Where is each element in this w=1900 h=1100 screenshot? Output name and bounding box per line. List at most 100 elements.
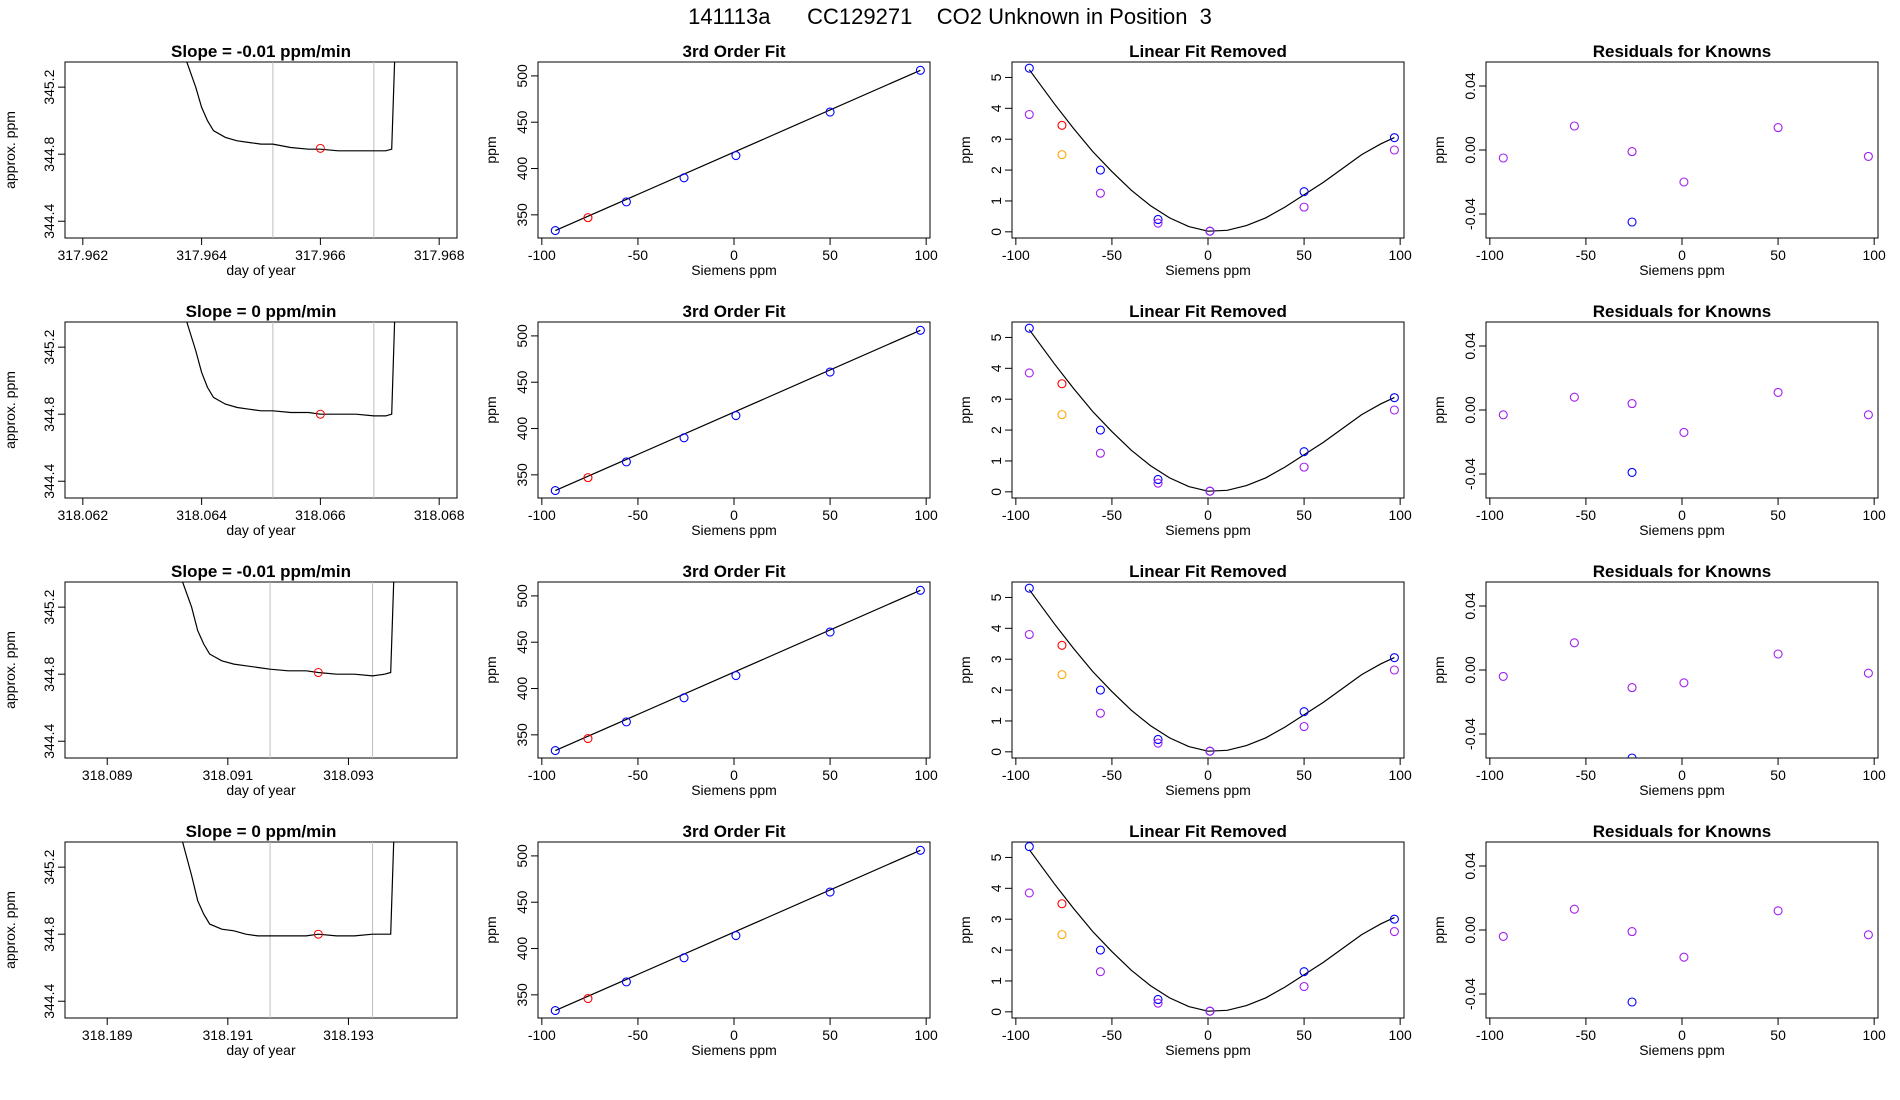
y-tick-label: 5 — [988, 333, 1004, 341]
y-tick-label: 0 — [988, 748, 1004, 756]
y-tick-label: 344.4 — [41, 464, 57, 499]
y-axis-label: ppm — [957, 136, 973, 163]
data-point-violet — [1095, 448, 1105, 458]
y-tick-label: 345.2 — [41, 849, 57, 884]
y-tick-label: 0.00 — [1462, 396, 1478, 423]
plot-area — [550, 325, 925, 496]
data-point-violet — [1498, 153, 1508, 163]
x-tick-label: 50 — [1296, 247, 1312, 263]
y-axis-label: ppm — [1431, 916, 1447, 943]
x-tick-label: -50 — [1102, 247, 1122, 263]
y-tick-label: 450 — [514, 890, 530, 914]
y-tick-label: -0.04 — [1462, 458, 1478, 490]
data-point-violet — [1773, 123, 1783, 133]
data-point-blue — [621, 197, 631, 207]
y-tick-label: 345.2 — [41, 589, 57, 624]
x-axis-label: Siemens ppm — [1165, 522, 1251, 538]
panel-title: Residuals for Knowns — [1593, 562, 1772, 581]
y-tick-label: 0 — [988, 488, 1004, 496]
y-tick-label: 3 — [988, 655, 1004, 663]
panel-residuals-row3: Residuals for Knowns -100 -50 0 50 100 -0.04 0.… — [1431, 562, 1886, 798]
data-point-blue — [1024, 842, 1034, 852]
x-tick-label: 100 — [914, 507, 938, 523]
y-axis-label: ppm — [483, 136, 499, 163]
panel-fit-row4: 3rd Order Fit -100 -50 0 50 100 350 400 450 500 Si… — [483, 822, 938, 1058]
x-tick-label: 0 — [730, 247, 738, 263]
data-point-blue — [1627, 997, 1637, 1007]
data-point-blue — [1095, 685, 1105, 695]
data-point-violet — [1863, 410, 1873, 420]
data-point-blue — [1153, 214, 1163, 225]
panel-title: 3rd Order Fit — [683, 562, 786, 581]
x-tick-label: 318.093 — [323, 767, 374, 783]
x-tick-label: 318.062 — [58, 507, 109, 523]
y-tick-label: 400 — [514, 937, 530, 961]
y-tick-label: 1 — [988, 717, 1004, 725]
y-axis-label: approx. ppm — [2, 891, 18, 969]
plot-area — [550, 585, 925, 756]
x-tick-label: 0 — [730, 507, 738, 523]
x-tick-label: 50 — [1770, 247, 1786, 263]
y-tick-label: 344.4 — [41, 984, 57, 1019]
mean-marker — [313, 929, 323, 939]
data-point-violet — [1627, 147, 1637, 157]
x-tick-label: 317.968 — [414, 247, 465, 263]
panel-residuals-row4: Residuals for Knowns -100 -50 0 50 100 -0.04 0.… — [1431, 822, 1886, 1058]
data-point-violet — [1205, 746, 1215, 756]
y-tick-label: 5 — [988, 73, 1004, 81]
y-tick-label: 2 — [988, 426, 1004, 434]
x-tick-label: 318.064 — [176, 507, 227, 523]
panel-title: Slope = 0 ppm/min — [186, 302, 337, 321]
y-tick-label: 0.00 — [1462, 916, 1478, 943]
x-axis-label: day of year — [226, 522, 296, 538]
x-tick-label: 100 — [914, 767, 938, 783]
data-point-violet — [1569, 392, 1579, 402]
data-point-violet — [1153, 738, 1163, 748]
y-tick-label: 3 — [988, 395, 1004, 403]
x-tick-label: -100 — [1002, 1027, 1030, 1043]
x-tick-label: -50 — [628, 247, 648, 263]
y-tick-label: 450 — [514, 110, 530, 134]
y-tick-label: 350 — [514, 723, 530, 747]
y-tick-label: 4 — [988, 884, 1004, 892]
data-point-red — [583, 993, 593, 1004]
panel-title: Linear Fit Removed — [1129, 822, 1287, 841]
data-point-violet — [1773, 649, 1783, 659]
plot-area — [1024, 842, 1399, 1016]
data-point-blue — [1095, 165, 1105, 175]
y-tick-label: 1 — [988, 457, 1004, 465]
series-line — [186, 322, 396, 417]
x-tick-label: 100 — [914, 1027, 938, 1043]
mean-marker — [313, 668, 323, 678]
data-point-blue — [915, 585, 925, 595]
data-point-red — [1057, 899, 1067, 909]
plot-frame — [1485, 61, 1879, 239]
data-point-blue — [825, 367, 835, 377]
data-point-violet — [1153, 478, 1163, 488]
x-tick-label: 0 — [1678, 507, 1686, 523]
y-tick-label: 1 — [988, 197, 1004, 205]
y-axis-label: ppm — [1431, 396, 1447, 423]
y-tick-label: -0.04 — [1462, 718, 1478, 750]
x-tick-label: -50 — [1576, 507, 1596, 523]
y-tick-label: 500 — [514, 584, 530, 608]
data-point-blue — [550, 226, 560, 236]
x-tick-label: 50 — [822, 767, 838, 783]
plot-frame — [64, 581, 458, 759]
y-tick-label: 350 — [514, 983, 530, 1007]
data-point-violet — [1205, 486, 1215, 496]
data-point-violet — [1627, 683, 1637, 693]
data-point-blue — [825, 107, 835, 117]
y-tick-label: 3 — [988, 915, 1004, 923]
plot-area — [182, 582, 395, 758]
x-tick-label: -100 — [1476, 767, 1504, 783]
x-tick-label: 318.066 — [295, 507, 346, 523]
x-axis-label: day of year — [226, 1042, 296, 1058]
x-axis-label: Siemens ppm — [1165, 1042, 1251, 1058]
y-tick-label: 0 — [988, 1008, 1004, 1016]
data-point-violet — [1569, 638, 1579, 648]
data-point-violet — [1024, 888, 1034, 898]
x-tick-label: -50 — [1576, 1027, 1596, 1043]
panel-title: Slope = 0 ppm/min — [186, 822, 337, 841]
